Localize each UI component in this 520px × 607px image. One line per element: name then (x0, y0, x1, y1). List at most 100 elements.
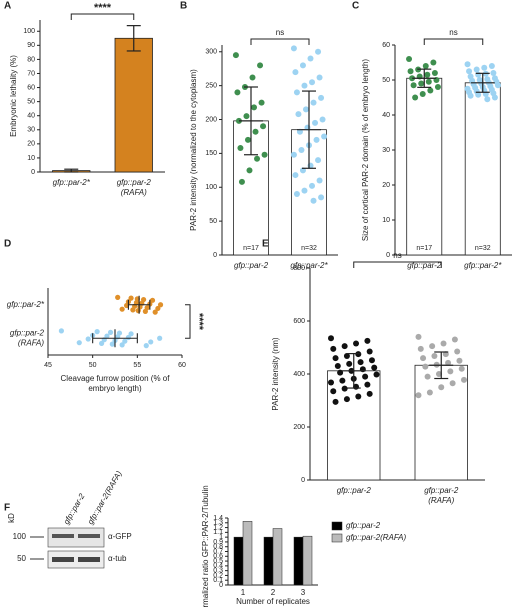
blot-unit: kD (7, 513, 16, 523)
data-point (371, 364, 378, 371)
data-point (144, 305, 150, 311)
blot: kD gfp::par-2 gfp::par-2(RAFA) 100 50 α-… (7, 469, 132, 569)
panel-label: E (262, 239, 269, 250)
band-label: α-tub (108, 554, 127, 563)
data-point (364, 337, 371, 344)
y-axis-title: Size of cortical PAR-2 domain (% of embr… (361, 59, 370, 241)
data-point (425, 78, 432, 85)
y-tick-label: 50 (209, 218, 217, 225)
panel-label: F (4, 503, 10, 514)
significance-label: ns (449, 28, 457, 37)
data-point (415, 333, 422, 340)
bar (263, 536, 274, 586)
y-tick-label: 80 (27, 56, 35, 63)
x-tick-label: gfp::par-2 (117, 178, 152, 187)
significance-bracket (185, 304, 191, 339)
significance-label: **** (193, 313, 205, 331)
data-point (115, 294, 121, 300)
data-point (475, 91, 482, 98)
data-point (299, 62, 306, 69)
data-point (313, 136, 320, 143)
data-point (258, 99, 265, 106)
data-point (407, 68, 414, 75)
data-point (157, 335, 163, 341)
significance-label: ns (276, 28, 284, 37)
data-point (140, 296, 147, 303)
significance-bracket (423, 38, 484, 45)
x-tick-label: gfp::par-2* (53, 178, 91, 187)
data-point (328, 379, 334, 386)
data-point (235, 117, 242, 124)
data-point (454, 348, 461, 355)
data-point (251, 104, 258, 111)
data-point (357, 359, 364, 366)
data-point (298, 147, 305, 153)
data-point (481, 64, 488, 71)
data-point (334, 363, 341, 370)
y-tick-label: 90 (27, 42, 35, 49)
x-axis-title: Cleavage furrow position (% of (61, 374, 171, 383)
data-point (353, 340, 360, 347)
data-point (456, 357, 463, 364)
data-point (257, 62, 264, 69)
data-point (484, 96, 491, 103)
y-tick-label: 100 (23, 28, 35, 35)
data-point (149, 297, 156, 303)
lane-label: gfp::par-2(RAFA) (86, 469, 124, 526)
y-tick-label: 1 (219, 534, 223, 541)
significance-bracket (70, 13, 135, 20)
y-tick-label: (RAFA) (18, 338, 44, 347)
panel-label: D (4, 239, 11, 250)
data-point (315, 48, 322, 55)
data-point (109, 341, 115, 347)
y-tick-label: gfp::par-2* (7, 300, 45, 309)
data-point (330, 345, 337, 352)
data-point (491, 94, 498, 101)
y-tick-label: 0.3 (213, 567, 223, 574)
y-tick-label: 1.2 (213, 524, 223, 531)
y-tick-label: 10 (382, 217, 390, 224)
data-point (104, 333, 110, 339)
data-point (243, 113, 250, 120)
data-point (301, 82, 308, 89)
data-point (292, 172, 299, 179)
y-tick-label: 600 (293, 318, 305, 325)
bar (242, 521, 253, 586)
band-label: α-GFP (108, 532, 132, 541)
data-point (244, 136, 251, 143)
data-point (366, 390, 373, 397)
y-tick-label: 0 (386, 252, 390, 259)
data-point (464, 61, 471, 68)
data-point (321, 133, 328, 140)
y-tick-label: 100 (205, 184, 217, 191)
data-point (427, 87, 434, 94)
data-point (119, 306, 125, 312)
data-point (318, 94, 325, 101)
n-label: n=32 (301, 245, 317, 252)
data-point (261, 151, 268, 158)
data-point (426, 389, 433, 396)
data-point (467, 92, 474, 99)
n-label: n=32 (475, 245, 491, 252)
bar (114, 37, 153, 173)
data-point (328, 335, 334, 342)
x-axis-title: embryo length) (88, 384, 142, 393)
x-tick-label: gfp::par-2 (234, 261, 269, 270)
data-point (316, 74, 323, 81)
data-point (312, 119, 319, 126)
x-tick-label: 60 (178, 362, 186, 369)
y-tick-label: 40 (27, 113, 35, 120)
data-point (364, 381, 371, 388)
y-tick-label: 10 (27, 155, 35, 162)
data-point (473, 66, 480, 73)
significance-bracket (250, 38, 310, 45)
data-point (309, 182, 316, 189)
data-point (332, 398, 339, 405)
data-point (234, 89, 241, 96)
y-tick-label: 50 (382, 77, 390, 84)
data-point (94, 329, 100, 335)
data-point (442, 351, 449, 358)
data-point (330, 388, 337, 395)
data-point (343, 352, 350, 359)
bar (233, 536, 244, 586)
